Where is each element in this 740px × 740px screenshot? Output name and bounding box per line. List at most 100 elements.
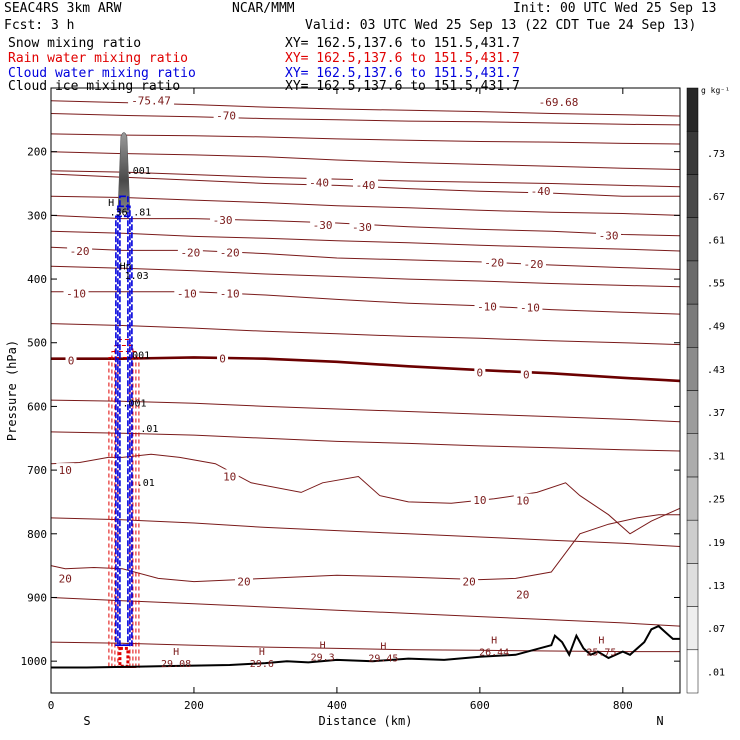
contour-label-bg xyxy=(349,219,375,232)
x-end-right: N xyxy=(656,714,663,728)
contour-label: -40 xyxy=(309,176,329,189)
contour-label: 10 xyxy=(223,470,236,483)
colorbar-label: .13 xyxy=(707,581,725,592)
rain-contour xyxy=(108,357,140,669)
column-label: 1.03 xyxy=(125,271,149,282)
high-value: 26.44 xyxy=(479,647,509,658)
contour-label-bg xyxy=(213,108,239,121)
high-marker: H xyxy=(491,635,497,646)
field-rain-xy: XY= 162.5,137.6 to 151.5,431.7 xyxy=(285,51,520,66)
contour-label-bg xyxy=(63,286,89,299)
y-tick-label: 500 xyxy=(27,337,47,350)
colorbar-segment xyxy=(686,217,699,262)
column-label: .36 xyxy=(110,207,128,218)
contour-label-bg xyxy=(310,217,336,230)
pressure-contour xyxy=(50,230,681,252)
high-marker: H xyxy=(380,642,386,653)
contour-label-bg xyxy=(56,463,75,476)
colorbar-segment xyxy=(686,433,699,478)
contour-label-bg xyxy=(220,469,239,482)
temperature-contour xyxy=(50,246,681,270)
colorbar-segment xyxy=(686,260,699,305)
colorbar-segment xyxy=(686,563,699,607)
colorbar-label: .19 xyxy=(707,538,725,549)
contour-label: -20 xyxy=(180,246,200,259)
plot-frame xyxy=(50,87,681,694)
y-tick-label: 600 xyxy=(27,400,47,413)
high-marker: H xyxy=(259,647,265,658)
contour-label: -40 xyxy=(531,185,551,198)
contour-label-bg xyxy=(528,184,554,197)
x-tick-label: 600 xyxy=(470,699,490,712)
contour-label-bg xyxy=(520,367,532,380)
column-label: .001 xyxy=(127,166,151,177)
contour-label: 10 xyxy=(473,494,486,507)
y-tick-label: 800 xyxy=(27,528,47,541)
colorbar-segment xyxy=(686,87,699,132)
x-tick-label: 0 xyxy=(48,699,55,712)
pressure-contour xyxy=(50,265,681,288)
contour-label: 20 xyxy=(237,576,250,589)
colorbar-label: .07 xyxy=(707,624,725,635)
colorbar: .01 .07 .13 .19 .25 .31 .37 .43 .49 .55 .61 .67 .73 g… xyxy=(686,86,730,694)
contour-label: -30 xyxy=(313,219,333,232)
temperature-contour xyxy=(51,291,681,315)
valid-time: Valid: 03 UTC Wed 25 Sep 13 (22 CDT Tue … xyxy=(305,18,697,33)
contour-label-bg xyxy=(513,587,532,600)
high-value: 25.75 xyxy=(586,647,616,658)
pressure-contour xyxy=(50,323,681,346)
y-tick-label: 1000 xyxy=(21,655,48,668)
temperature-contour xyxy=(50,133,681,145)
contour-label: -69.68 xyxy=(539,96,579,109)
contour-label-bg xyxy=(474,299,500,312)
center-title: NCAR/MMM xyxy=(232,1,295,16)
terrain-line xyxy=(51,624,680,669)
contour-label: -30 xyxy=(352,221,372,234)
field-cloud-water-name: Cloud water mixing ratio xyxy=(8,66,196,81)
colorbar-segment xyxy=(686,649,699,694)
high-value: 29.08 xyxy=(161,659,191,670)
contour-label: -10 xyxy=(477,300,497,313)
high-marker: H xyxy=(320,640,326,651)
x-axis-label: Distance (km) xyxy=(319,714,413,728)
column-label: .001 xyxy=(126,351,150,362)
contour-label-bg xyxy=(306,175,332,188)
y-axis-label: Pressure (hPa) xyxy=(5,340,19,441)
rain-core xyxy=(118,646,130,668)
rain-contour xyxy=(114,345,134,669)
colorbar-label: .25 xyxy=(707,495,725,506)
init-time: Init: 00 UTC Wed 25 Sep 13 xyxy=(513,1,717,16)
x-tick-label: 200 xyxy=(184,699,204,712)
pressure-contour xyxy=(50,517,681,547)
contour-label-bg xyxy=(470,493,489,506)
contour-layer xyxy=(50,100,681,653)
contour-label: -10 xyxy=(220,288,240,301)
field-snow-name: Snow mixing ratio xyxy=(8,36,142,51)
field-cloud-water-xy: XY= 162.5,137.6 to 151.5,431.7 xyxy=(285,66,520,81)
field-snow-xy: XY= 162.5,137.6 to 151.5,431.7 xyxy=(285,36,520,51)
pressure-contour xyxy=(50,597,681,627)
x-tick-label: 400 xyxy=(327,699,347,712)
temperature-contour xyxy=(50,113,681,126)
contour-label: 20 xyxy=(516,588,529,601)
contour-label-bg xyxy=(234,574,253,587)
contour-label-bg xyxy=(210,212,236,225)
x-end-left: S xyxy=(83,714,90,728)
contour-label: 0 xyxy=(68,355,75,368)
contour-label-bg xyxy=(513,493,532,506)
contour-label-bg xyxy=(65,353,77,366)
pressure-contour xyxy=(50,195,681,216)
temperature-contour xyxy=(50,514,680,583)
column-label: .01 xyxy=(137,478,155,489)
high-value: 29.45 xyxy=(368,654,398,665)
contour-labels: 20 20 20 20 10 10 10 10 0 0 0 0 -10 -10 -10 -10 -10 -20 -2… xyxy=(56,93,622,601)
colorbar-label: .43 xyxy=(707,365,725,376)
contour-label: 10 xyxy=(59,464,72,477)
colorbar-label: .37 xyxy=(707,408,725,419)
contour-label: -40 xyxy=(356,179,376,192)
y-tick-label: 200 xyxy=(27,146,47,159)
contour-label: 0 xyxy=(219,353,226,366)
